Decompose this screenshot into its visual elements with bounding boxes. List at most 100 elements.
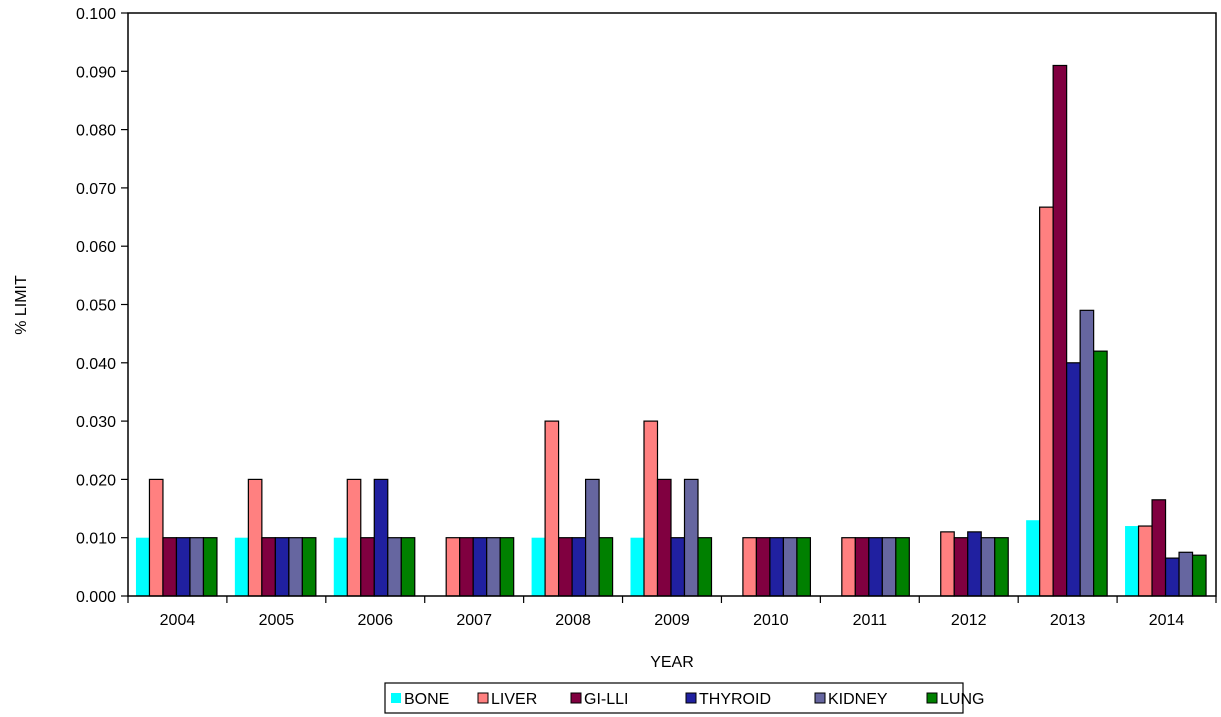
bar-lung-2007: [499, 537, 515, 597]
x-tick-label: 2007: [456, 612, 492, 629]
legend-label-liver: LIVER: [491, 691, 537, 708]
bar-thyroid-2006: [373, 478, 389, 597]
bar-kidney-2008: [584, 478, 600, 597]
x-axis-ticks: 2004 2005 2006 2007 2008 2009 2010 2011 2012 2013…: [127, 596, 1217, 629]
bar-liver-2014: [1137, 525, 1153, 597]
bar-gi-lli-2012: [953, 537, 969, 597]
bar-gi-lli-2008: [557, 537, 573, 597]
bar-bone-2009: [630, 537, 644, 596]
y-tick-label: 0.010: [76, 531, 116, 548]
bar-liver-2006: [346, 478, 362, 597]
bar-thyroid-2005: [274, 537, 290, 597]
y-tick-label: 0.090: [76, 64, 116, 81]
bar-gi-lli-2013: [1052, 64, 1068, 597]
x-axis-title: YEAR: [650, 654, 694, 671]
bar-lung-2009: [697, 537, 713, 597]
bar-lung-2013: [1093, 350, 1108, 597]
bar-kidney-2009: [683, 478, 699, 597]
bar-liver-2005: [247, 478, 263, 597]
bar-kidney-2006: [387, 537, 402, 597]
legend-label-kidney: KIDNEY: [828, 691, 888, 708]
x-tick-label: 2009: [654, 612, 690, 629]
legend-swatch-bone: [391, 693, 401, 703]
bar-gi-lli-2004: [162, 537, 178, 597]
y-tick-label: 0.070: [76, 181, 116, 198]
bar-thyroid-2010: [769, 537, 785, 597]
y-tick-label: 0.080: [76, 123, 116, 140]
y-axis-ticks: 0.000 0.010 0.020 0.030 0.040 0.050 0.060 0.070…: [76, 6, 128, 606]
bar-liver-2009: [643, 420, 659, 597]
legend-swatch-liver: [477, 692, 489, 704]
bar-thyroid-2008: [571, 537, 587, 597]
y-tick-label: 0.040: [76, 356, 116, 373]
legend-label-lung: LUNG: [940, 691, 984, 708]
bar-lung-2004: [202, 537, 218, 597]
bar-liver-2010: [742, 537, 758, 597]
bar-liver-2013: [1039, 206, 1054, 597]
bar-gi-lli-2014: [1151, 499, 1167, 597]
bar-thyroid-2011: [868, 537, 883, 597]
bar-thyroid-2014: [1164, 557, 1180, 597]
x-tick-label: 2006: [357, 612, 393, 629]
bar-thyroid-2007: [472, 537, 488, 597]
bar-bone-2004: [135, 537, 150, 596]
legend-swatch-gi-lli: [570, 692, 582, 704]
bar-liver-2008: [544, 420, 560, 597]
x-tick-label: 2011: [853, 612, 888, 629]
bar-liver-2007: [445, 537, 461, 597]
bar-gi-lli-2010: [755, 537, 771, 597]
x-tick-label: 2004: [160, 612, 196, 629]
x-tick-label: 2013: [1050, 612, 1086, 629]
x-tick-label: 2010: [753, 612, 789, 629]
y-tick-label: 0.100: [76, 6, 116, 23]
bar-kidney-2011: [881, 537, 897, 597]
bar-lung-2011: [895, 537, 910, 597]
bar-kidney-2005: [288, 537, 303, 597]
legend: BONE LIVER GI-LLI THYROID KIDNEY LUNG: [384, 682, 984, 714]
bar-thyroid-2009: [670, 537, 686, 597]
x-tick-label: 2014: [1149, 612, 1185, 629]
bar-thyroid-2012: [967, 531, 982, 597]
y-tick-label: 0.050: [76, 298, 116, 315]
legend-swatch-kidney: [814, 692, 826, 704]
bar-kidney-2014: [1178, 551, 1194, 597]
y-axis-title: % LIMIT: [13, 275, 30, 335]
bar-kidney-2012: [980, 537, 996, 597]
bar-gi-lli-2011: [854, 537, 870, 597]
bar-kidney-2007: [486, 537, 501, 597]
bar-lung-2010: [796, 537, 812, 597]
bar-gi-lli-2005: [261, 537, 276, 597]
legend-label-thyroid: THYROID: [699, 691, 771, 708]
bar-bone-2008: [531, 537, 546, 596]
x-tick-label: 2012: [951, 612, 987, 629]
bar-bone-2014: [1125, 526, 1139, 596]
y-tick-label: 0.020: [76, 472, 116, 489]
bar-kidney-2013: [1079, 309, 1095, 597]
legend-swatch-thyroid: [685, 692, 697, 704]
bar-thyroid-2004: [175, 537, 191, 597]
y-tick-label: 0.060: [76, 239, 116, 256]
legend-swatch-lung: [926, 692, 938, 704]
bar-kidney-2004: [189, 537, 205, 597]
bar-lung-2012: [994, 537, 1009, 597]
legend-label-gi-lli: GI-LLI: [584, 691, 628, 708]
plot-area-frame: [127, 12, 1217, 597]
y-tick-label: 0.000: [76, 589, 116, 606]
bar-liver-2011: [841, 537, 856, 597]
bar-thyroid-2013: [1066, 362, 1081, 597]
bar-lung-2006: [400, 537, 416, 597]
bar-kidney-2010: [782, 537, 798, 597]
bar-lung-2005: [301, 537, 317, 597]
y-tick-label: 0.030: [76, 414, 116, 431]
bar-gi-lli-2006: [360, 537, 375, 597]
x-tick-label: 2008: [555, 612, 591, 629]
bar-gi-lli-2009: [656, 478, 672, 597]
bar-bone-2005: [234, 537, 249, 596]
bar-bone-2013: [1026, 520, 1040, 596]
bar-gi-lli-2007: [459, 537, 474, 597]
legend-label-bone: BONE: [404, 691, 449, 708]
x-tick-label: 2005: [259, 612, 295, 629]
bar-liver-2004: [148, 478, 164, 597]
